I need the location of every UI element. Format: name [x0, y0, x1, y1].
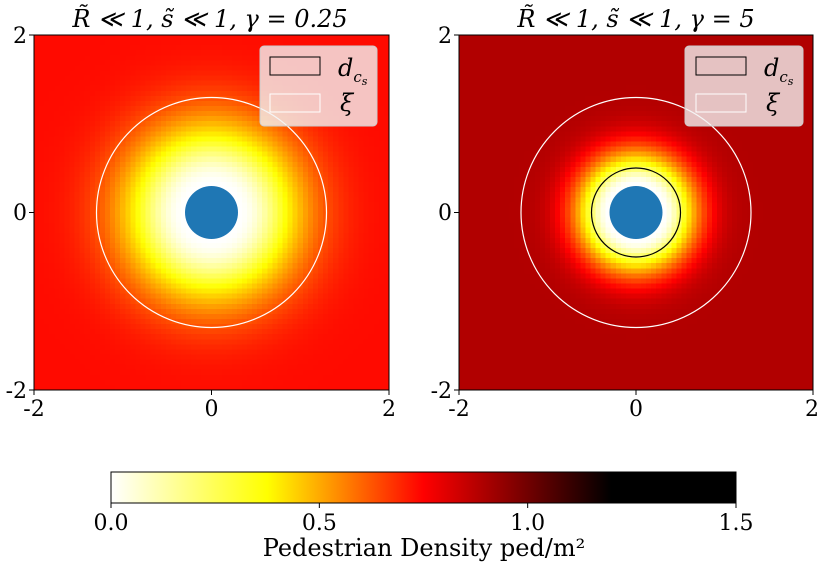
right-legend-dcs-swatch	[695, 56, 747, 76]
right-ytick-label: 2	[438, 24, 452, 49]
colorbar-tick-label: 0.0	[94, 511, 129, 536]
right-legend-dcs-label: dcs	[764, 54, 794, 88]
colorbar-tick-label: 1.5	[719, 511, 754, 536]
right-legend: dcs ξ	[684, 45, 804, 127]
left-legend-xi-label: ξ	[340, 89, 355, 117]
left-legend-xi-swatch	[269, 93, 321, 113]
left-xtick-label: 2	[382, 397, 396, 422]
left-legend: dcs ξ	[259, 45, 378, 127]
right-legend-xi-label: ξ	[766, 89, 781, 117]
right-xtick-label: 0	[629, 397, 643, 422]
colorbar-tick-label: 0.5	[302, 511, 337, 536]
right-xtick-label: -2	[448, 397, 469, 422]
right-center-disk	[609, 186, 663, 239]
left-ytick-label: 2	[13, 24, 27, 49]
right-legend-xi-swatch	[695, 93, 747, 113]
right-panel-title: R̃ ≪ 1, s̃ ≪ 1, γ = 5	[516, 5, 754, 33]
colorbar-tick-label: 1.0	[510, 511, 545, 536]
right-ytick-label: -2	[431, 379, 452, 404]
right-xtick-label: 2	[805, 397, 819, 422]
left-legend-dcs-swatch	[269, 56, 321, 76]
colorbar-label: Pedestrian Density ped/m²	[263, 534, 585, 562]
right-dcs-circle	[590, 167, 682, 258]
colorbar: 0.0 0.5 1.0 1.5 Pedestrian Density ped/m²	[94, 471, 754, 562]
right-panel: R̃ ≪ 1, s̃ ≪ 1, γ = 5 -2 0 2 2 0 -2 dcs …	[431, 5, 819, 422]
left-panel-title: R̃ ≪ 1, s̃ ≪ 1, γ = 0.25	[71, 5, 347, 33]
colorbar-gradient	[110, 471, 737, 504]
left-ytick-label: 0	[13, 201, 27, 226]
left-ytick-label: -2	[6, 379, 27, 404]
left-legend-box	[259, 45, 378, 127]
left-legend-dcs-label: dcs	[338, 54, 368, 88]
left-xtick-label: -2	[23, 397, 44, 422]
right-ytick-label: 0	[438, 201, 452, 226]
left-center-disk	[185, 186, 238, 239]
left-panel: R̃ ≪ 1, s̃ ≪ 1, γ = 0.25 -2 0 2 2 0 -2 d…	[6, 5, 396, 422]
left-xtick-label: 0	[205, 397, 219, 422]
right-legend-box	[684, 45, 804, 127]
right-xi-circle	[520, 96, 752, 329]
left-xi-circle	[95, 96, 328, 329]
